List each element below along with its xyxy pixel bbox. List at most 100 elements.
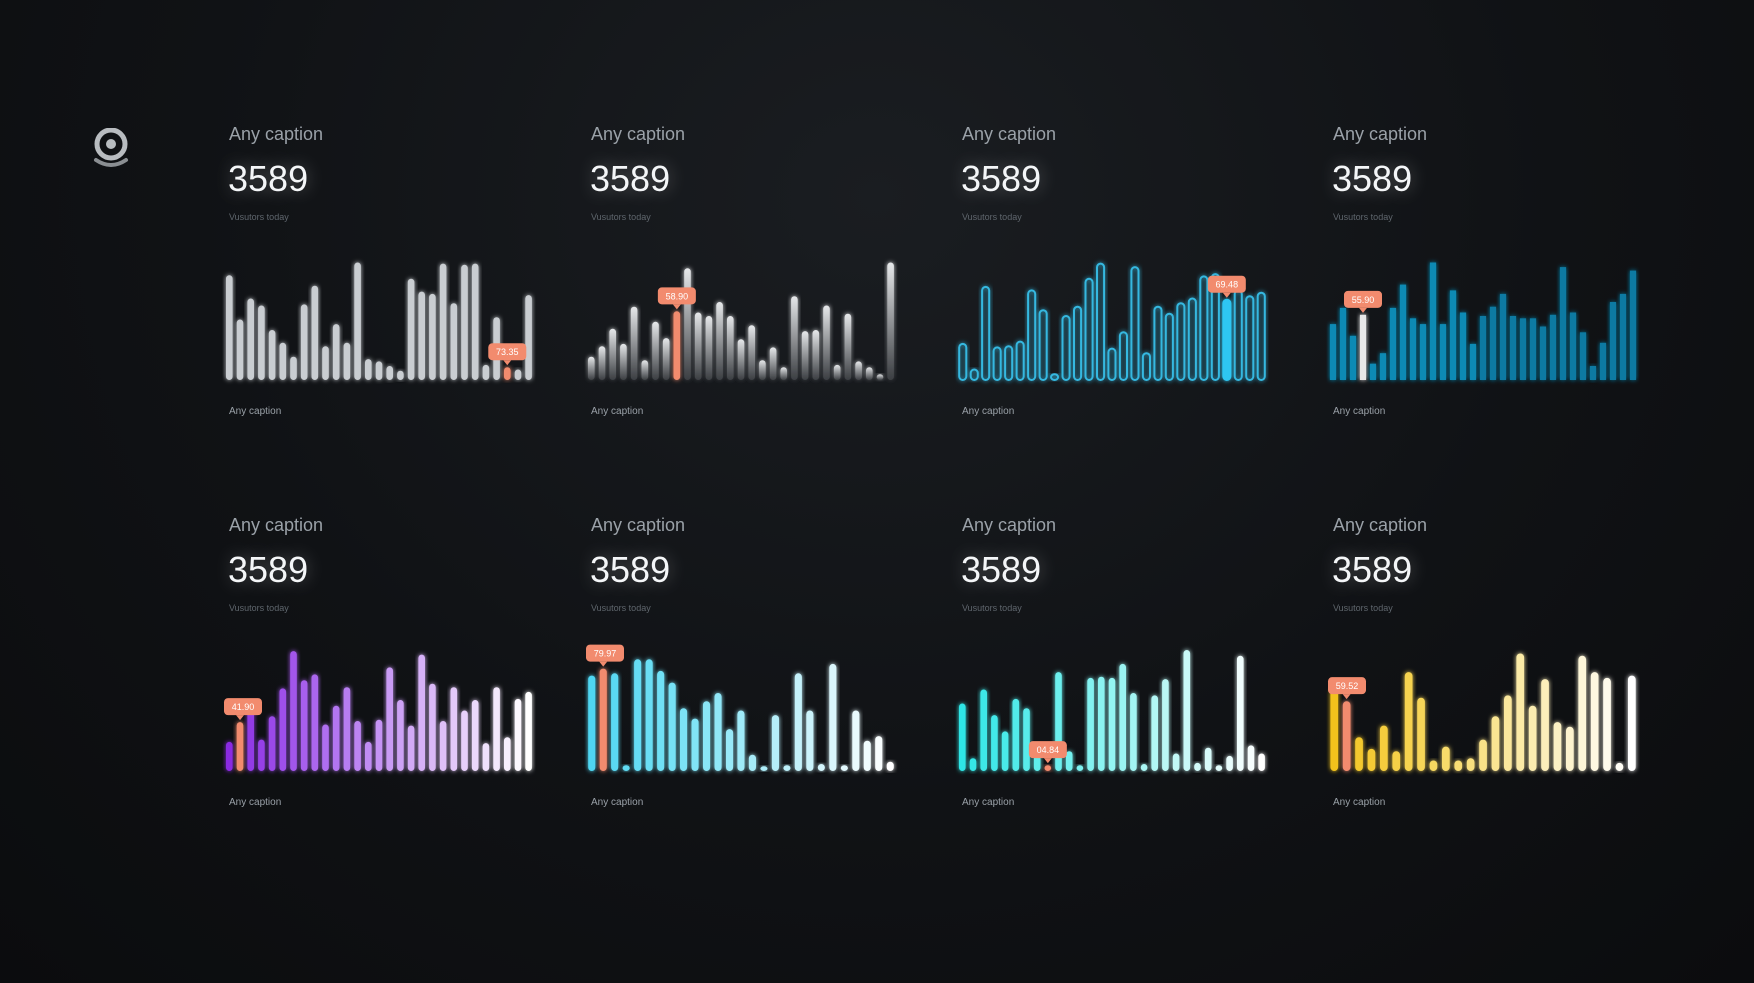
- bar[interactable]: [1164, 312, 1174, 381]
- bar[interactable]: [791, 296, 798, 380]
- bar[interactable]: [783, 765, 791, 771]
- bar[interactable]: [705, 316, 713, 380]
- bar[interactable]: [354, 262, 361, 381]
- bar[interactable]: [759, 360, 766, 380]
- bar[interactable]: [703, 701, 711, 771]
- bar[interactable]: [1258, 753, 1265, 772]
- bar[interactable]: [279, 688, 287, 771]
- bar[interactable]: [1479, 316, 1487, 380]
- bar[interactable]: [657, 670, 665, 771]
- bar[interactable]: [981, 285, 991, 381]
- bar[interactable]: [322, 724, 329, 772]
- bar[interactable]: [290, 356, 297, 380]
- bar[interactable]: [716, 302, 723, 380]
- bar[interactable]: [493, 687, 500, 771]
- bar[interactable]: [1245, 295, 1255, 382]
- bar[interactable]: [407, 725, 415, 771]
- bar[interactable]: [397, 700, 404, 771]
- bar[interactable]: [737, 339, 745, 380]
- bar[interactable]: [1417, 697, 1425, 771]
- bar[interactable]: [620, 343, 627, 380]
- bar[interactable]: [1429, 262, 1437, 381]
- bar[interactable]: [1619, 293, 1627, 380]
- bar[interactable]: [599, 668, 607, 771]
- bar[interactable]: [1369, 363, 1377, 380]
- bar[interactable]: [673, 311, 681, 380]
- bar[interactable]: [662, 338, 670, 380]
- bar[interactable]: [622, 765, 630, 771]
- bar[interactable]: [1172, 753, 1180, 772]
- bar[interactable]: [332, 324, 340, 380]
- bar[interactable]: [471, 700, 479, 771]
- bar[interactable]: [780, 367, 787, 380]
- bar[interactable]: [1199, 275, 1209, 381]
- bar[interactable]: [1237, 655, 1244, 771]
- bar[interactable]: [258, 305, 265, 381]
- bar[interactable]: [268, 330, 276, 380]
- bar[interactable]: [1528, 705, 1537, 771]
- bar[interactable]: [959, 703, 966, 772]
- bar[interactable]: [833, 364, 841, 380]
- bar[interactable]: [1380, 725, 1388, 771]
- bar[interactable]: [1609, 302, 1617, 380]
- bar[interactable]: [1084, 277, 1094, 381]
- bar[interactable]: [866, 367, 873, 380]
- bar[interactable]: [1247, 745, 1255, 771]
- bar[interactable]: [645, 659, 653, 771]
- bar[interactable]: [1349, 335, 1357, 380]
- bar[interactable]: [875, 736, 883, 771]
- bar[interactable]: [588, 356, 595, 380]
- bar[interactable]: [992, 346, 1002, 381]
- bar[interactable]: [609, 328, 616, 380]
- bar[interactable]: [1449, 290, 1457, 380]
- bar[interactable]: [991, 715, 998, 771]
- bar[interactable]: [844, 313, 852, 380]
- bar[interactable]: [1589, 366, 1597, 380]
- bar[interactable]: [1226, 755, 1233, 771]
- bar[interactable]: [1459, 312, 1467, 381]
- bar[interactable]: [1379, 353, 1387, 380]
- bar[interactable]: [397, 370, 404, 380]
- bar[interactable]: [1491, 716, 1500, 771]
- bar[interactable]: [258, 739, 265, 771]
- bar[interactable]: [760, 766, 768, 771]
- bar[interactable]: [1541, 679, 1549, 771]
- bar[interactable]: [268, 716, 276, 771]
- bar[interactable]: [1399, 284, 1407, 380]
- bar[interactable]: [1023, 708, 1030, 771]
- bar[interactable]: [1329, 324, 1337, 380]
- bar[interactable]: [598, 346, 606, 380]
- bar[interactable]: [801, 331, 809, 380]
- bar[interactable]: [887, 262, 894, 381]
- bar[interactable]: [1392, 751, 1401, 771]
- bar[interactable]: [482, 743, 490, 771]
- bar[interactable]: [1578, 655, 1587, 771]
- bar[interactable]: [1504, 695, 1512, 771]
- bar[interactable]: [1499, 293, 1507, 380]
- bar[interactable]: [769, 347, 777, 380]
- bar[interactable]: [1210, 273, 1220, 381]
- bar[interactable]: [514, 369, 522, 381]
- bar[interactable]: [343, 687, 351, 771]
- bar[interactable]: [1183, 650, 1191, 771]
- bar[interactable]: [407, 278, 415, 380]
- bar[interactable]: [1479, 739, 1487, 771]
- bar[interactable]: [1096, 262, 1106, 382]
- bar[interactable]: [1222, 298, 1232, 382]
- bar[interactable]: [1590, 672, 1599, 771]
- bar[interactable]: [817, 764, 825, 771]
- bar[interactable]: [226, 275, 233, 380]
- bar[interactable]: [958, 342, 968, 381]
- bar[interactable]: [1162, 679, 1169, 771]
- bar[interactable]: [1566, 726, 1574, 771]
- bar[interactable]: [365, 741, 372, 771]
- bar[interactable]: [1599, 342, 1607, 380]
- bar[interactable]: [1466, 758, 1475, 771]
- bar[interactable]: [1519, 318, 1527, 380]
- bar[interactable]: [1233, 289, 1243, 381]
- bar[interactable]: [1004, 345, 1014, 382]
- bar[interactable]: [1454, 760, 1463, 772]
- bar[interactable]: [439, 263, 447, 380]
- bar[interactable]: [611, 673, 619, 771]
- bar[interactable]: [1439, 324, 1447, 380]
